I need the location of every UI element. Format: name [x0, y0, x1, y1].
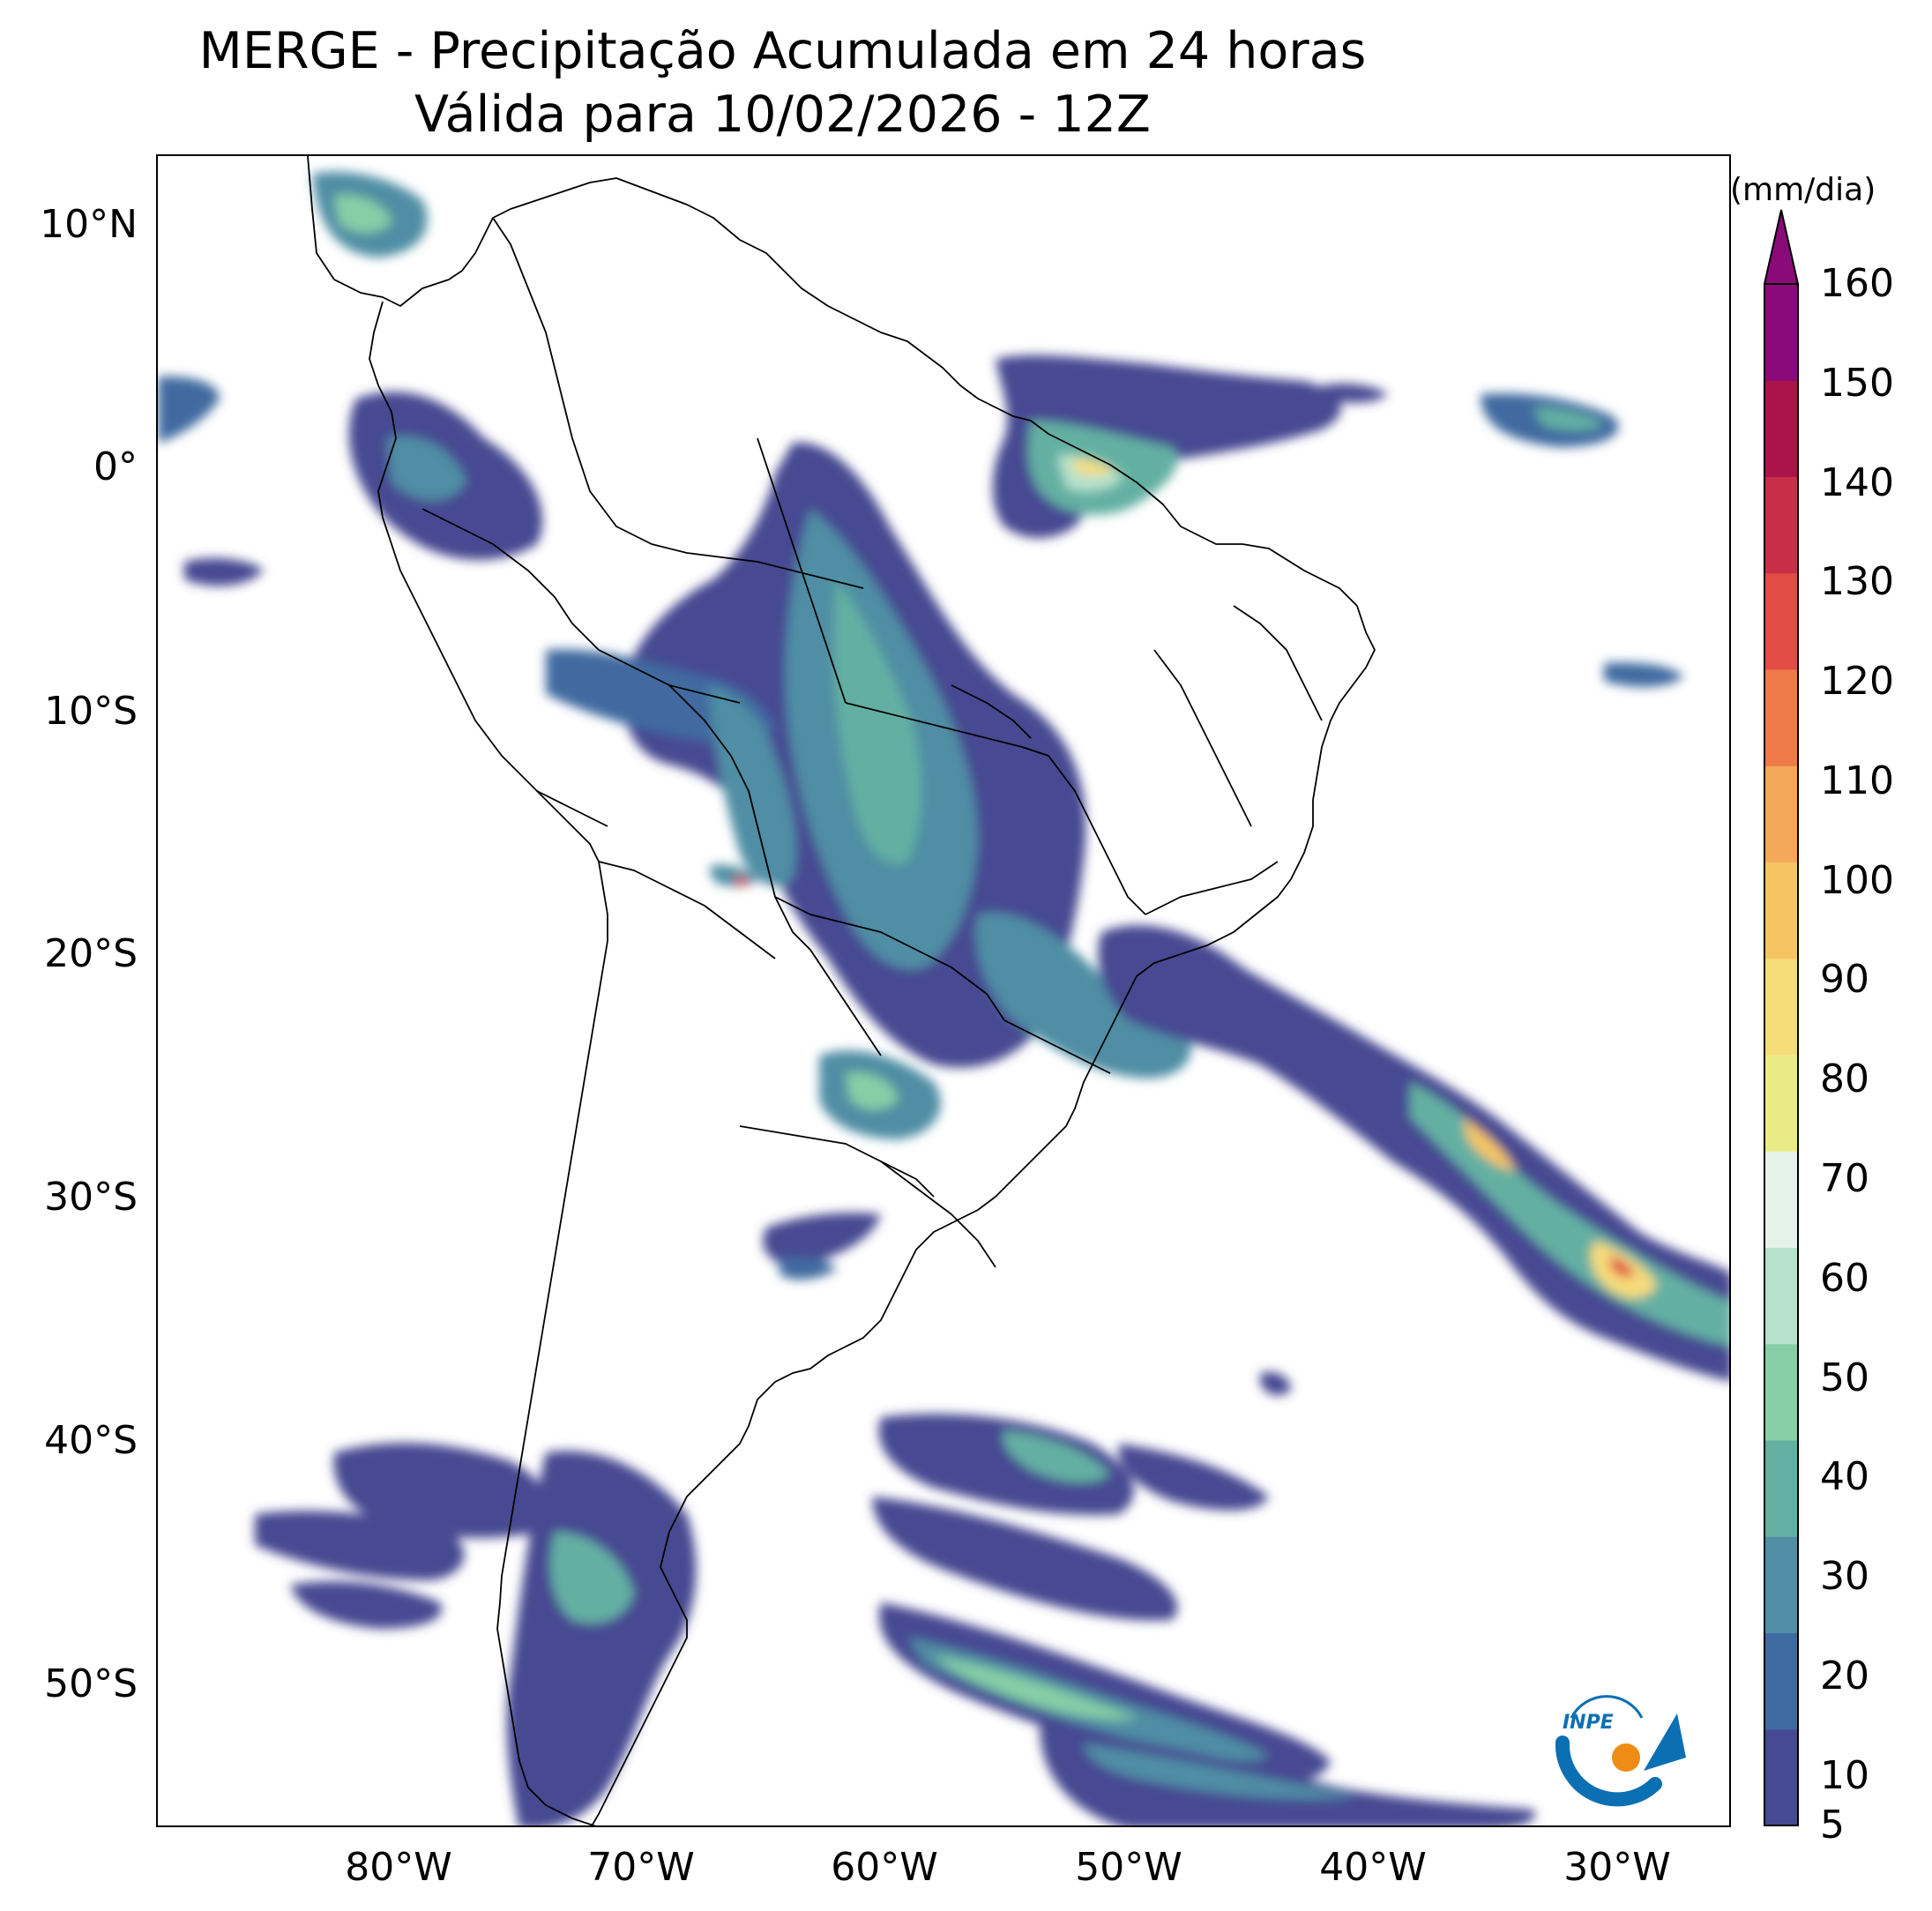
- colorbar-segment: [1764, 572, 1798, 670]
- colorbar-segment: [1764, 1151, 1798, 1248]
- map-title: MERGE - Precipitação Acumulada em 24 hor…: [198, 22, 1367, 80]
- lat-label-10s: 10°S: [44, 689, 138, 734]
- colorbar-tick-label: 50: [1820, 1355, 1869, 1400]
- colorbar-segment: [1764, 669, 1798, 766]
- colorbar-segment: [1764, 1440, 1798, 1537]
- colorbar-segment: [1764, 284, 1798, 381]
- coastlines-and-borders: [307, 156, 1376, 1825]
- colorbar-segment: [1764, 1536, 1798, 1633]
- lat-label-50s: 50°S: [44, 1661, 138, 1706]
- colorbar-tick-label: 110: [1820, 758, 1894, 803]
- colorbar-segment: [1764, 862, 1798, 959]
- colorbar-tick-label: 60: [1820, 1255, 1869, 1301]
- lat-label-0: 0°: [93, 444, 138, 489]
- colorbar-segment: [1764, 1247, 1798, 1345]
- lon-label-70w: 70°W: [587, 1845, 695, 1890]
- colorbar-tick-label: 80: [1820, 1056, 1869, 1102]
- colorbar-tick-label: 30: [1820, 1554, 1869, 1600]
- colorbar-segment: [1764, 1055, 1798, 1152]
- map-panel[interactable]: [156, 154, 1731, 1827]
- colorbar-segment: [1764, 380, 1798, 477]
- colorbar-tick-label: 160: [1820, 261, 1894, 306]
- colorbar-segment: [1764, 958, 1798, 1056]
- colorbar-segments: [1764, 209, 1800, 1826]
- colorbar-segment: [1764, 1632, 1798, 1730]
- colorbar-unit: (mm/dia): [1730, 172, 1876, 208]
- lat-label-10n: 10°N: [40, 202, 138, 247]
- colorbar-tick-label: 120: [1820, 659, 1894, 705]
- lat-label-20s: 20°S: [44, 931, 138, 976]
- lon-label-80w: 80°W: [345, 1845, 452, 1890]
- lon-label-50w: 50°W: [1075, 1845, 1182, 1890]
- colorbar-tick-label: 90: [1820, 957, 1869, 1003]
- precipitation-field: [158, 171, 1729, 1825]
- colorbar-segment: [1764, 765, 1798, 862]
- colorbar-tick-label: 130: [1820, 559, 1894, 605]
- precipitation-map: [158, 156, 1729, 1825]
- inpe-logo-text: INPE: [1563, 1712, 1614, 1734]
- colorbar-segment: [1764, 1343, 1798, 1441]
- map-subtitle: Válida para 10/02/2026 - 12Z: [414, 86, 1151, 144]
- colorbar-segment: [1764, 1728, 1798, 1826]
- colorbar-tick-label: 140: [1820, 459, 1894, 505]
- lon-label-60w: 60°W: [831, 1845, 938, 1890]
- colorbar-tick-label: 150: [1820, 360, 1894, 406]
- colorbar-tick-label: 70: [1820, 1155, 1869, 1201]
- colorbar-tick-label: 20: [1820, 1653, 1869, 1698]
- colorbar-segment: [1764, 476, 1798, 574]
- lon-label-30w: 30°W: [1563, 1845, 1671, 1890]
- lat-label-30s: 30°S: [44, 1175, 138, 1220]
- colorbar-outline: [1764, 283, 1799, 1826]
- colorbar-tick-label: 40: [1820, 1454, 1869, 1500]
- colorbar-tick-label: 100: [1820, 857, 1894, 903]
- colorbar-extension: [1764, 209, 1800, 285]
- lat-label-40s: 40°S: [44, 1418, 138, 1463]
- colorbar-tick-label: 5: [1820, 1803, 1845, 1848]
- colorbar: [1764, 209, 1800, 1826]
- colorbar-tick-label: 10: [1820, 1752, 1869, 1798]
- inpe-logo: INPE: [1555, 1695, 1686, 1807]
- lon-label-40w: 40°W: [1319, 1845, 1427, 1890]
